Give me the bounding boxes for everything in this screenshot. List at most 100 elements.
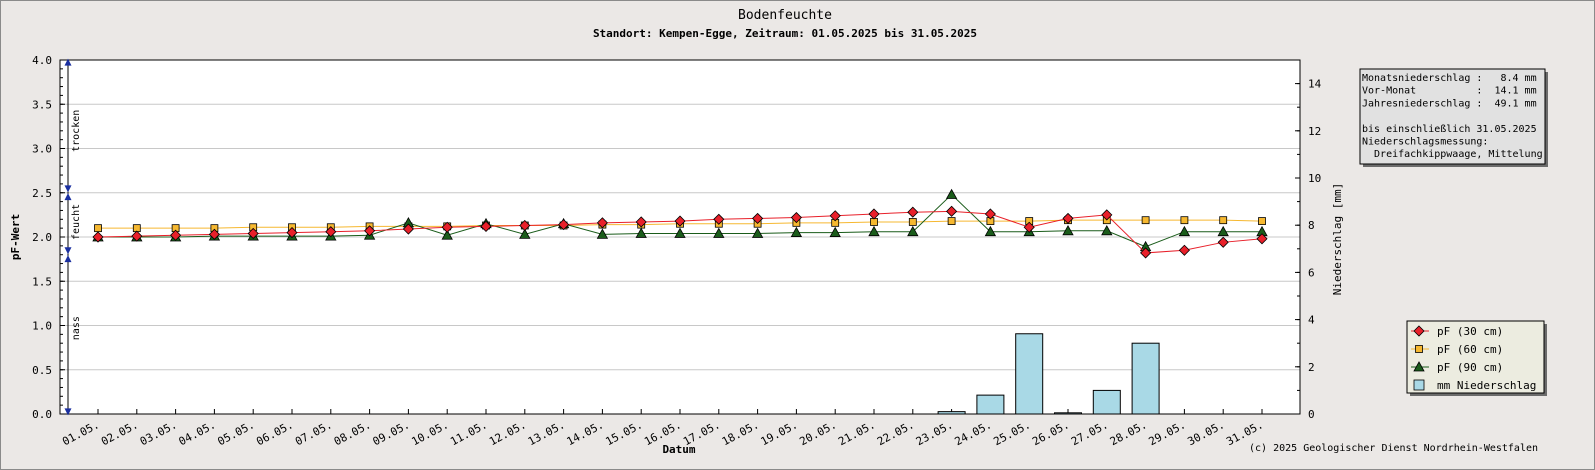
y2-tick-label: 2: [1308, 361, 1315, 374]
y-tick-label: 3.5: [32, 98, 52, 111]
zone-label: trocken: [71, 110, 82, 152]
x-tick-label: 06.05.: [254, 418, 295, 448]
y-tick-label: 0.0: [32, 408, 52, 421]
y-tick-label: 1.0: [32, 320, 52, 333]
zone-label: feucht: [71, 204, 82, 240]
y2-tick-label: 0: [1308, 408, 1315, 421]
series-point: [984, 225, 997, 237]
x-tick-label: 21.05.: [836, 418, 877, 448]
y2-tick-label: 8: [1308, 219, 1315, 232]
info-box: Monatsniederschlag : 8.4 mm Vor-Monat : 1…: [1359, 68, 1548, 167]
x-tick-label: 15.05.: [603, 418, 644, 448]
x-tick-label: 29.05.: [1147, 418, 1188, 448]
series-point: [752, 212, 764, 224]
series-point: [1180, 216, 1189, 225]
x-tick-label: 08.05.: [332, 418, 373, 448]
series-point: [790, 226, 803, 237]
x-tick-label: 27.05.: [1069, 418, 1110, 448]
x-tick-label: 11.05.: [448, 418, 489, 448]
x-tick-label: 18.05.: [720, 418, 761, 448]
info-line: Monatsniederschlag : 8.4 mm: [1362, 73, 1537, 84]
y-tick-label: 1.5: [32, 275, 52, 288]
series-point: [751, 227, 764, 238]
info-line: bis einschließlich 31.05.2025: [1362, 124, 1537, 135]
zone-arrow-down: [64, 247, 72, 255]
x-axis-label: Datum: [662, 443, 695, 456]
series-point: [1141, 216, 1150, 225]
y-axis-label: pF-Wert: [9, 214, 22, 260]
precip-bar: [976, 394, 1005, 415]
series-point: [907, 206, 919, 218]
series-point: [635, 227, 647, 238]
precip-bar: [1131, 342, 1160, 415]
x-tick-label: 14.05.: [565, 418, 606, 448]
series-point: [790, 211, 802, 224]
chart-subtitle: Standort: Kempen-Egge, Zeitraum: 01.05.2…: [593, 27, 977, 40]
series-point: [674, 227, 686, 238]
x-tick-label: 25.05.: [991, 418, 1032, 448]
series-point: [1217, 225, 1229, 237]
x-tick-label: 10.05.: [409, 418, 450, 448]
series-point: [441, 229, 453, 240]
x-tick-label: 22.05.: [875, 418, 916, 448]
series-point: [946, 205, 958, 217]
series-point: [325, 226, 337, 238]
zone-arrow-up: [64, 255, 72, 263]
legend-frame: [1406, 320, 1545, 394]
series-point: [674, 215, 686, 227]
x-tick-label: 28.05.: [1108, 418, 1149, 448]
series-point: [1062, 212, 1074, 224]
series-point: [596, 228, 609, 239]
x-tick-label: 30.05.: [1185, 418, 1226, 448]
series-point: [170, 229, 182, 241]
series-point: [1062, 224, 1074, 236]
series-point: [94, 224, 102, 233]
series-point: [713, 227, 725, 238]
info-line: Dreifachkippwaage, Mittelung: [1362, 149, 1543, 160]
y2-tick-label: 12: [1308, 125, 1321, 138]
series-point: [1140, 247, 1152, 259]
series-point: [441, 221, 453, 233]
series-point: [1101, 209, 1113, 221]
x-tick-label: 13.05.: [526, 418, 567, 448]
series-point: [635, 216, 647, 228]
y-tick-label: 4.0: [32, 54, 52, 67]
series-point: [286, 227, 298, 239]
legend-label: pF (60 cm): [1437, 343, 1503, 356]
x-tick-label: 03.05.: [138, 418, 179, 448]
series-point: [247, 227, 259, 240]
y2-tick-label: 10: [1308, 172, 1321, 185]
x-tick-label: 05.05.: [215, 418, 256, 448]
series-point: [1217, 236, 1229, 248]
x-tick-label: 09.05.: [371, 418, 412, 448]
x-tick-label: 07.05.: [293, 418, 334, 448]
series-point: [92, 231, 104, 243]
series-point: [208, 228, 220, 240]
y2-tick-label: 14: [1308, 78, 1322, 91]
x-tick-label: 01.05.: [60, 418, 101, 448]
legend-swatch-marker: [1415, 345, 1423, 353]
series-point: [868, 225, 880, 237]
y-tick-label: 2.0: [32, 231, 52, 244]
info-line: Jahresniederschlag : 49.1 mm: [1362, 98, 1537, 109]
y-tick-label: 3.0: [32, 143, 52, 156]
series-point: [868, 208, 880, 220]
series-point: [1101, 224, 1113, 236]
legend-label: mm Niederschlag: [1437, 379, 1536, 392]
info-box-frame: [1359, 68, 1546, 165]
precip-bar: [1092, 389, 1121, 415]
series-point: [829, 226, 841, 237]
series-point: [519, 228, 531, 239]
plot-layer: 0.0 0.5 1.0 1.5 2.0 2.5 3.0 3.5 4.0 0 2 4 6 8 10 12 14 01…: [32, 54, 1321, 448]
zone-arrow-up: [64, 58, 72, 66]
precip-bar: [1015, 333, 1044, 415]
zone-arrow-up: [64, 193, 72, 201]
legend-swatch-marker: [1413, 325, 1425, 337]
series-point: [558, 219, 570, 231]
legend-swatch-marker: [1413, 361, 1425, 372]
series-point: [1023, 221, 1035, 233]
series-point: [131, 230, 143, 242]
zone-arrow-down: [64, 408, 72, 416]
